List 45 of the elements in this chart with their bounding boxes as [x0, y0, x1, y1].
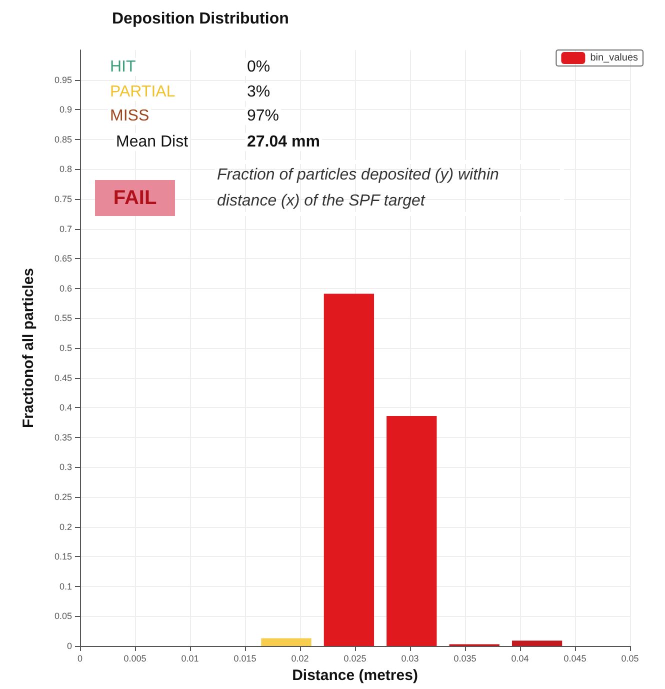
y-tick-label: 0.8 [59, 164, 72, 174]
annotation: 97% [247, 108, 280, 124]
x-tick-label: 0.04 [511, 654, 529, 664]
y-tick-label: 0.85 [54, 134, 72, 144]
annotation: 3% [247, 84, 270, 100]
legend-label: bin_values [590, 52, 638, 64]
y-tick-label: 0.6 [59, 283, 72, 294]
annotation: 0% [247, 58, 270, 76]
y-tick-label: 0.25 [54, 492, 72, 502]
chart-title: Deposition Distribution [112, 10, 289, 28]
x-tick-label: 0.03 [401, 654, 419, 664]
annotation: MISS [110, 108, 150, 124]
y-tick-label: 0.65 [54, 254, 72, 264]
annotation: Mean Dist [116, 134, 189, 150]
y-tick-label: 0.55 [54, 313, 72, 324]
x-axis-title: Distance (metres) [292, 667, 418, 684]
y-tick-label: 0.95 [54, 74, 72, 85]
y-axis-title: Fractionof all particles [20, 268, 37, 428]
y-tick-label: 0.3 [59, 462, 72, 472]
x-tick-label: 0.045 [564, 654, 586, 664]
y-tick-label: 0.5 [59, 343, 72, 353]
x-tick-label: 0.02 [291, 654, 309, 664]
annotation: FAIL [113, 187, 157, 209]
x-tick-label: 0.025 [344, 654, 366, 664]
annotation: HIT [110, 58, 136, 76]
y-tick-label: 0.9 [59, 104, 72, 115]
x-tick-label: 0.015 [234, 654, 256, 664]
y-tick-label: 0.4 [59, 402, 72, 413]
y-tick-label: 0.7 [59, 224, 72, 234]
annotation: 27.04 mm [247, 134, 320, 150]
annotation: Fraction of particles deposited (y) within distance (x) of the SPF target [217, 166, 504, 210]
x-tick-label: 0 [77, 654, 83, 664]
annotation: PARTIAL [110, 84, 176, 100]
y-tick-label: 0.75 [54, 194, 72, 204]
y-tick-label: 0.15 [54, 552, 72, 562]
y-tick-label: 0 [66, 641, 72, 651]
y-tick-label: 0.2 [59, 522, 72, 532]
y-tick-label: 0.35 [54, 432, 72, 442]
x-tick-label: 0.035 [454, 654, 476, 664]
y-tick-label: 0.1 [59, 581, 72, 592]
y-tick-label: 0.05 [54, 611, 72, 622]
x-tick-label: 0.01 [181, 654, 199, 664]
x-tick-label: 0.005 [124, 654, 146, 664]
y-tick-label: 0.45 [54, 372, 72, 383]
x-tick-label: 0.05 [621, 654, 639, 664]
